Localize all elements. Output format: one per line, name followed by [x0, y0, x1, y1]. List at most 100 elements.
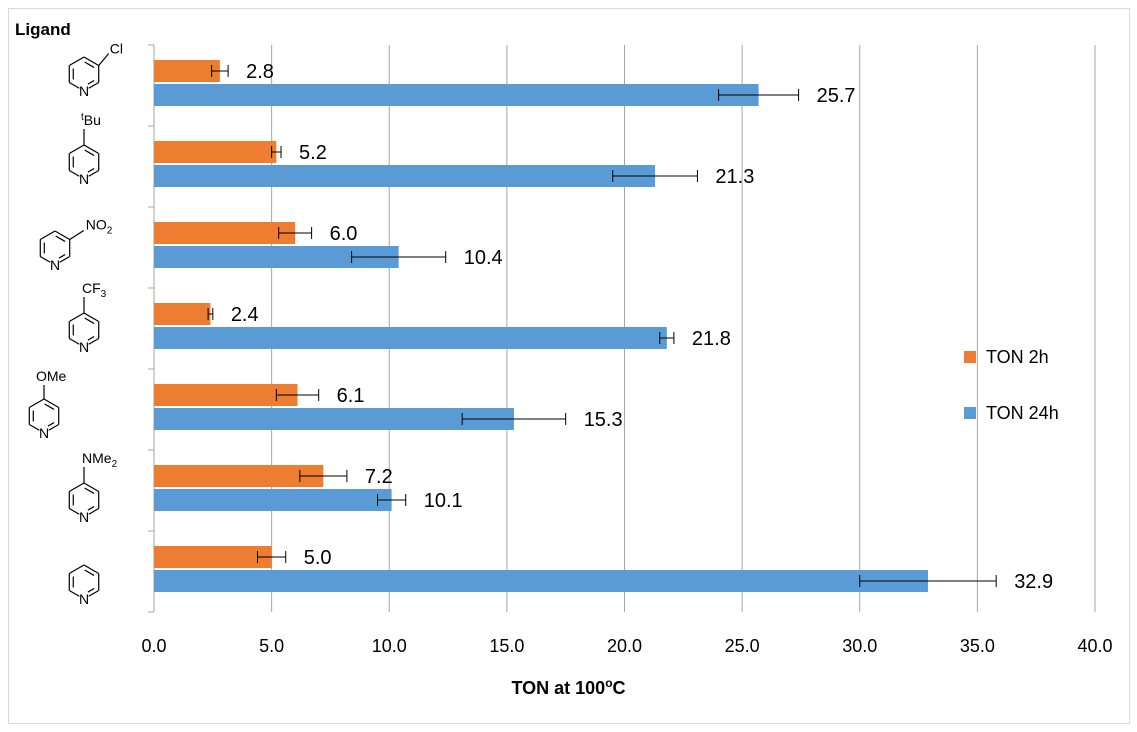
x-axis-title: TON at 100oC — [0, 676, 1137, 699]
ring-3-chloropyridine: N — [68, 56, 100, 99]
bond — [87, 588, 95, 593]
bond — [84, 569, 95, 576]
bond — [68, 589, 80, 597]
legend: TON 2h TON 24h — [964, 346, 1059, 458]
data-label: 25.7 — [817, 85, 856, 107]
data-label: 21.8 — [692, 328, 731, 350]
bond — [54, 230, 71, 241]
bar — [154, 222, 296, 244]
x-tick-label: 35.0 — [960, 636, 995, 656]
bond — [83, 312, 100, 323]
ring-3-nitropyridine: N — [39, 230, 71, 273]
bond — [87, 168, 95, 173]
bond — [68, 337, 80, 345]
nitrogen-label: N — [39, 425, 49, 441]
bar — [154, 408, 514, 430]
nitrogen-label: N — [79, 83, 89, 99]
legend-label-ton-2h: TON 2h — [986, 346, 1049, 367]
bond — [84, 61, 95, 68]
bond — [68, 482, 85, 493]
bond — [83, 144, 100, 155]
x-axis-title-text: TON at 100 — [511, 678, 606, 698]
data-label: 5.0 — [304, 547, 332, 569]
data-label: 15.3 — [584, 409, 623, 431]
data-label: 5.2 — [299, 142, 327, 164]
x-tick-label: 0.0 — [141, 636, 166, 656]
bar — [154, 84, 759, 106]
bond — [83, 56, 100, 67]
bond — [88, 169, 100, 177]
bar — [154, 570, 928, 592]
legend-label-ton-24h: TON 24h — [986, 402, 1059, 423]
bond — [87, 336, 95, 341]
substituent-bond — [98, 53, 110, 66]
data-label: 10.1 — [424, 490, 463, 512]
bond — [28, 423, 40, 431]
bar — [154, 546, 272, 568]
nitrogen-label: N — [79, 509, 89, 525]
ring-pyridine: N — [68, 564, 100, 607]
chlorine-label: Cl — [110, 41, 123, 57]
nitrogen-label: N — [50, 257, 60, 273]
nitrogen-label: N — [79, 171, 89, 187]
bar — [154, 327, 667, 349]
x-tick-label: 15.0 — [489, 636, 524, 656]
x-tick-label: 5.0 — [259, 636, 284, 656]
ring-4-tert-butylpyridine: N — [68, 144, 100, 187]
nitrogen-label: N — [79, 339, 89, 355]
bar — [154, 165, 656, 187]
data-label: 10.4 — [464, 247, 503, 269]
x-tick-label: 30.0 — [842, 636, 877, 656]
x-axis-title-sup: o — [605, 676, 613, 690]
bond — [68, 312, 85, 323]
bond — [39, 255, 51, 263]
bond — [68, 144, 85, 155]
data-label: 2.4 — [231, 304, 259, 326]
bond — [87, 506, 95, 511]
bond — [88, 81, 100, 89]
bond — [55, 235, 66, 242]
bond — [87, 80, 95, 85]
bond — [68, 81, 80, 89]
bond — [68, 56, 85, 67]
bar — [154, 489, 392, 511]
data-label: 2.8 — [246, 61, 274, 83]
data-label: 32.9 — [1014, 571, 1053, 593]
legend-item-ton-2h: TON 2h — [964, 346, 1059, 368]
bond — [84, 149, 95, 156]
bond — [28, 398, 45, 409]
substituent-bond — [69, 229, 85, 241]
bar — [154, 384, 298, 406]
bond — [83, 564, 100, 575]
bar — [154, 141, 277, 163]
bond — [39, 230, 56, 241]
dimethylamino-label: NMe2 — [82, 450, 118, 470]
bar — [154, 60, 220, 82]
legend-item-ton-24h: TON 24h — [964, 402, 1059, 424]
data-label: 6.1 — [337, 385, 365, 407]
tert-butyl-label: tBu — [81, 112, 101, 128]
bond — [84, 317, 95, 324]
bond — [44, 403, 55, 410]
bond — [47, 422, 55, 427]
nitrogen-label: N — [79, 591, 89, 607]
bond — [59, 255, 71, 263]
legend-swatch-ton-24h — [964, 407, 976, 419]
chart-frame — [8, 8, 1130, 724]
data-label: 6.0 — [330, 223, 358, 245]
x-tick-label: 10.0 — [372, 636, 407, 656]
data-label: 21.3 — [715, 166, 754, 188]
bond — [88, 589, 100, 597]
ring-4-dimethylaminopyridine: N — [68, 482, 100, 525]
bond — [68, 564, 85, 575]
bar — [154, 303, 211, 325]
ring-4-cf3-pyridine: N — [68, 312, 100, 355]
bond — [68, 507, 80, 515]
trifluoromethyl-label: CF3 — [82, 280, 107, 300]
bond — [58, 254, 66, 259]
legend-swatch-ton-2h — [964, 351, 976, 363]
y-axis-title: Ligand — [15, 20, 71, 39]
bond — [88, 507, 100, 515]
x-axis-title-tail: C — [612, 678, 626, 698]
